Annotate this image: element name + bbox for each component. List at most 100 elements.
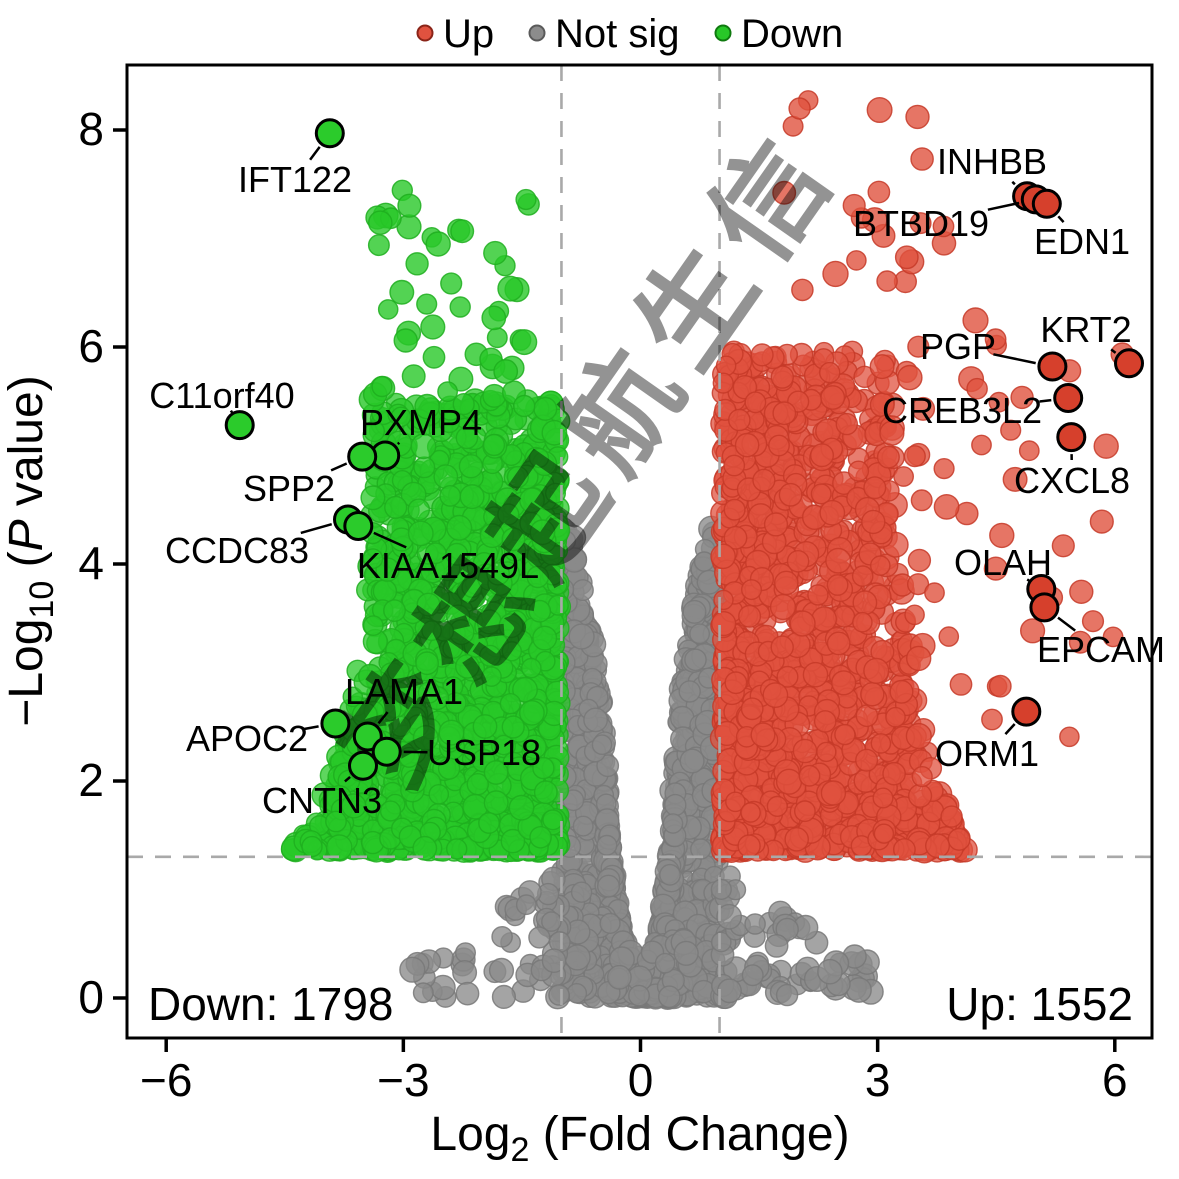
point xyxy=(863,657,890,684)
point xyxy=(947,827,971,851)
point xyxy=(407,498,430,521)
point xyxy=(684,648,707,672)
point xyxy=(860,682,885,707)
point xyxy=(572,815,594,837)
point xyxy=(407,520,434,547)
point xyxy=(533,780,558,805)
point xyxy=(367,234,390,257)
point xyxy=(831,670,857,696)
point xyxy=(416,293,438,315)
point xyxy=(852,611,873,633)
point xyxy=(711,610,737,637)
point xyxy=(541,911,562,932)
point xyxy=(483,790,509,816)
point xyxy=(737,834,761,858)
point xyxy=(775,768,803,795)
point xyxy=(607,964,632,990)
point xyxy=(817,958,843,985)
point xyxy=(367,210,393,235)
point xyxy=(440,272,463,295)
point xyxy=(750,722,776,748)
point xyxy=(820,385,846,410)
point xyxy=(425,231,451,257)
point xyxy=(371,376,393,398)
point xyxy=(925,833,951,859)
point xyxy=(596,834,618,856)
point xyxy=(885,706,906,728)
point xyxy=(766,795,788,817)
point xyxy=(458,454,484,479)
point xyxy=(499,693,522,715)
point xyxy=(873,823,895,844)
point xyxy=(810,443,835,468)
point xyxy=(542,809,564,831)
point xyxy=(772,401,797,426)
point xyxy=(497,275,524,302)
point xyxy=(389,279,415,305)
point xyxy=(478,812,500,834)
point xyxy=(482,383,507,408)
point xyxy=(770,365,794,389)
point xyxy=(717,978,742,1004)
point xyxy=(591,734,613,756)
point xyxy=(741,964,764,987)
point xyxy=(911,765,933,788)
point xyxy=(882,761,906,786)
point xyxy=(872,787,894,809)
point xyxy=(762,682,789,708)
point xyxy=(596,754,620,778)
point xyxy=(807,584,829,606)
point xyxy=(834,723,856,746)
point xyxy=(682,599,707,624)
point xyxy=(379,800,402,822)
point xyxy=(825,547,852,574)
point xyxy=(738,604,762,628)
point xyxy=(488,957,515,983)
point xyxy=(710,878,732,900)
point xyxy=(820,780,847,806)
point xyxy=(870,555,891,576)
point xyxy=(1069,579,1094,604)
point xyxy=(846,977,872,1003)
point xyxy=(548,984,570,1006)
point xyxy=(819,361,841,384)
point xyxy=(412,982,434,1004)
point xyxy=(511,329,538,356)
point xyxy=(673,940,699,966)
point xyxy=(662,813,684,834)
point xyxy=(789,610,816,637)
point xyxy=(723,454,746,477)
point xyxy=(713,589,734,611)
point xyxy=(847,460,870,482)
point xyxy=(724,671,748,695)
point xyxy=(816,741,837,763)
point xyxy=(723,498,746,521)
point xyxy=(486,327,508,349)
point xyxy=(907,783,933,808)
point xyxy=(658,985,681,1009)
point xyxy=(1093,433,1119,459)
point xyxy=(861,509,886,535)
point xyxy=(689,623,710,645)
point xyxy=(521,657,542,679)
point xyxy=(301,835,323,858)
point xyxy=(401,364,426,389)
point xyxy=(413,456,436,479)
point xyxy=(813,710,837,733)
point xyxy=(583,707,608,733)
point xyxy=(910,489,933,512)
point xyxy=(439,484,462,507)
point xyxy=(515,894,537,916)
point xyxy=(940,805,963,828)
point xyxy=(678,680,701,703)
point xyxy=(784,827,810,852)
point xyxy=(422,345,446,369)
point xyxy=(792,738,818,764)
point xyxy=(679,748,705,774)
point xyxy=(491,926,513,948)
point xyxy=(741,579,763,601)
point xyxy=(437,381,458,402)
point xyxy=(360,485,386,511)
point xyxy=(570,881,593,903)
